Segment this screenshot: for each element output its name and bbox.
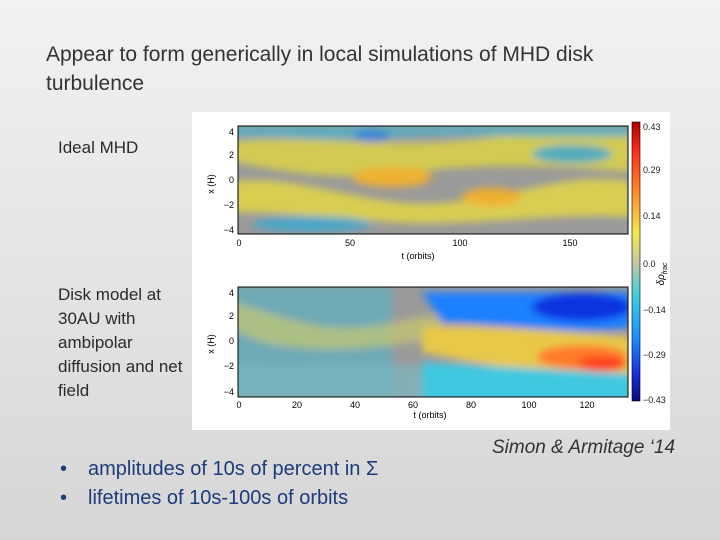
figure-panel: x (H) 4 2 0 −2 −4 0 50 100 150 t (orbits… bbox=[192, 112, 670, 430]
colorbar-tick: −0.14 bbox=[643, 305, 666, 315]
disk-x-axis-label: t (orbits) bbox=[413, 410, 446, 420]
disk-model-heatmap: x (H) 4 2 0 −2 −4 0 20 40 60 80 100 120 … bbox=[206, 286, 629, 420]
ideal-y-tick: 4 bbox=[229, 127, 234, 137]
ideal-y-tick: 2 bbox=[229, 150, 234, 160]
colorbar-scale bbox=[631, 121, 641, 402]
colorbar: 0.43 0.29 0.14 0.0 −0.14 −0.29 −0.43 δρf… bbox=[631, 121, 669, 405]
disk-y-tick: −2 bbox=[224, 361, 234, 371]
bullet-item: amplitudes of 10s of percent in Σ bbox=[60, 455, 378, 484]
colorbar-tick: −0.29 bbox=[643, 350, 666, 360]
disk-x-tick: 20 bbox=[292, 400, 302, 410]
disk-y-tick: 2 bbox=[229, 311, 234, 321]
citation: Simon & Armitage ‘14 bbox=[492, 437, 676, 458]
disk-y-axis-label: x (H) bbox=[206, 334, 216, 354]
ideal-x-tick: 0 bbox=[236, 238, 241, 248]
disk-x-tick: 0 bbox=[236, 400, 241, 410]
ideal-mhd-heatmap: x (H) 4 2 0 −2 −4 0 50 100 150 t (orbits… bbox=[206, 125, 629, 261]
slide-title: Appear to form generically in local simu… bbox=[46, 43, 594, 95]
disk-x-tick: 60 bbox=[408, 400, 418, 410]
ideal-x-tick: 100 bbox=[452, 238, 467, 248]
bullet-item: lifetimes of 10s-100s of orbits bbox=[60, 484, 378, 513]
colorbar-tick: −0.43 bbox=[643, 395, 666, 405]
disk-y-tick: 0 bbox=[229, 336, 234, 346]
ideal-x-axis-label: t (orbits) bbox=[401, 251, 434, 261]
disk-model-label: Disk model at 30AU with ambipolar diffus… bbox=[58, 285, 183, 400]
ideal-y-tick: 0 bbox=[229, 175, 234, 185]
disk-x-tick: 80 bbox=[466, 400, 476, 410]
bullet-list: amplitudes of 10s of percent in Σ lifeti… bbox=[60, 455, 378, 513]
disk-x-tick: 120 bbox=[579, 400, 594, 410]
disk-y-tick: 4 bbox=[229, 288, 234, 298]
ideal-y-axis-label: x (H) bbox=[206, 174, 216, 194]
colorbar-tick: 0.14 bbox=[643, 211, 661, 221]
ideal-y-tick: −4 bbox=[224, 225, 234, 235]
colorbar-tick: 0.0 bbox=[643, 259, 656, 269]
colorbar-label: δρfrac bbox=[656, 262, 669, 285]
disk-x-tick: 40 bbox=[350, 400, 360, 410]
ideal-x-tick: 50 bbox=[345, 238, 355, 248]
ideal-y-tick: −2 bbox=[224, 200, 234, 210]
disk-x-tick: 100 bbox=[521, 400, 536, 410]
figure-svg: x (H) 4 2 0 −2 −4 0 50 100 150 t (orbits… bbox=[206, 121, 669, 420]
colorbar-tick: 0.43 bbox=[643, 122, 661, 132]
ideal-mhd-label: Ideal MHD bbox=[58, 138, 139, 157]
ideal-x-tick: 150 bbox=[562, 238, 577, 248]
colorbar-tick: 0.29 bbox=[643, 165, 661, 175]
disk-y-tick: −4 bbox=[224, 387, 234, 397]
